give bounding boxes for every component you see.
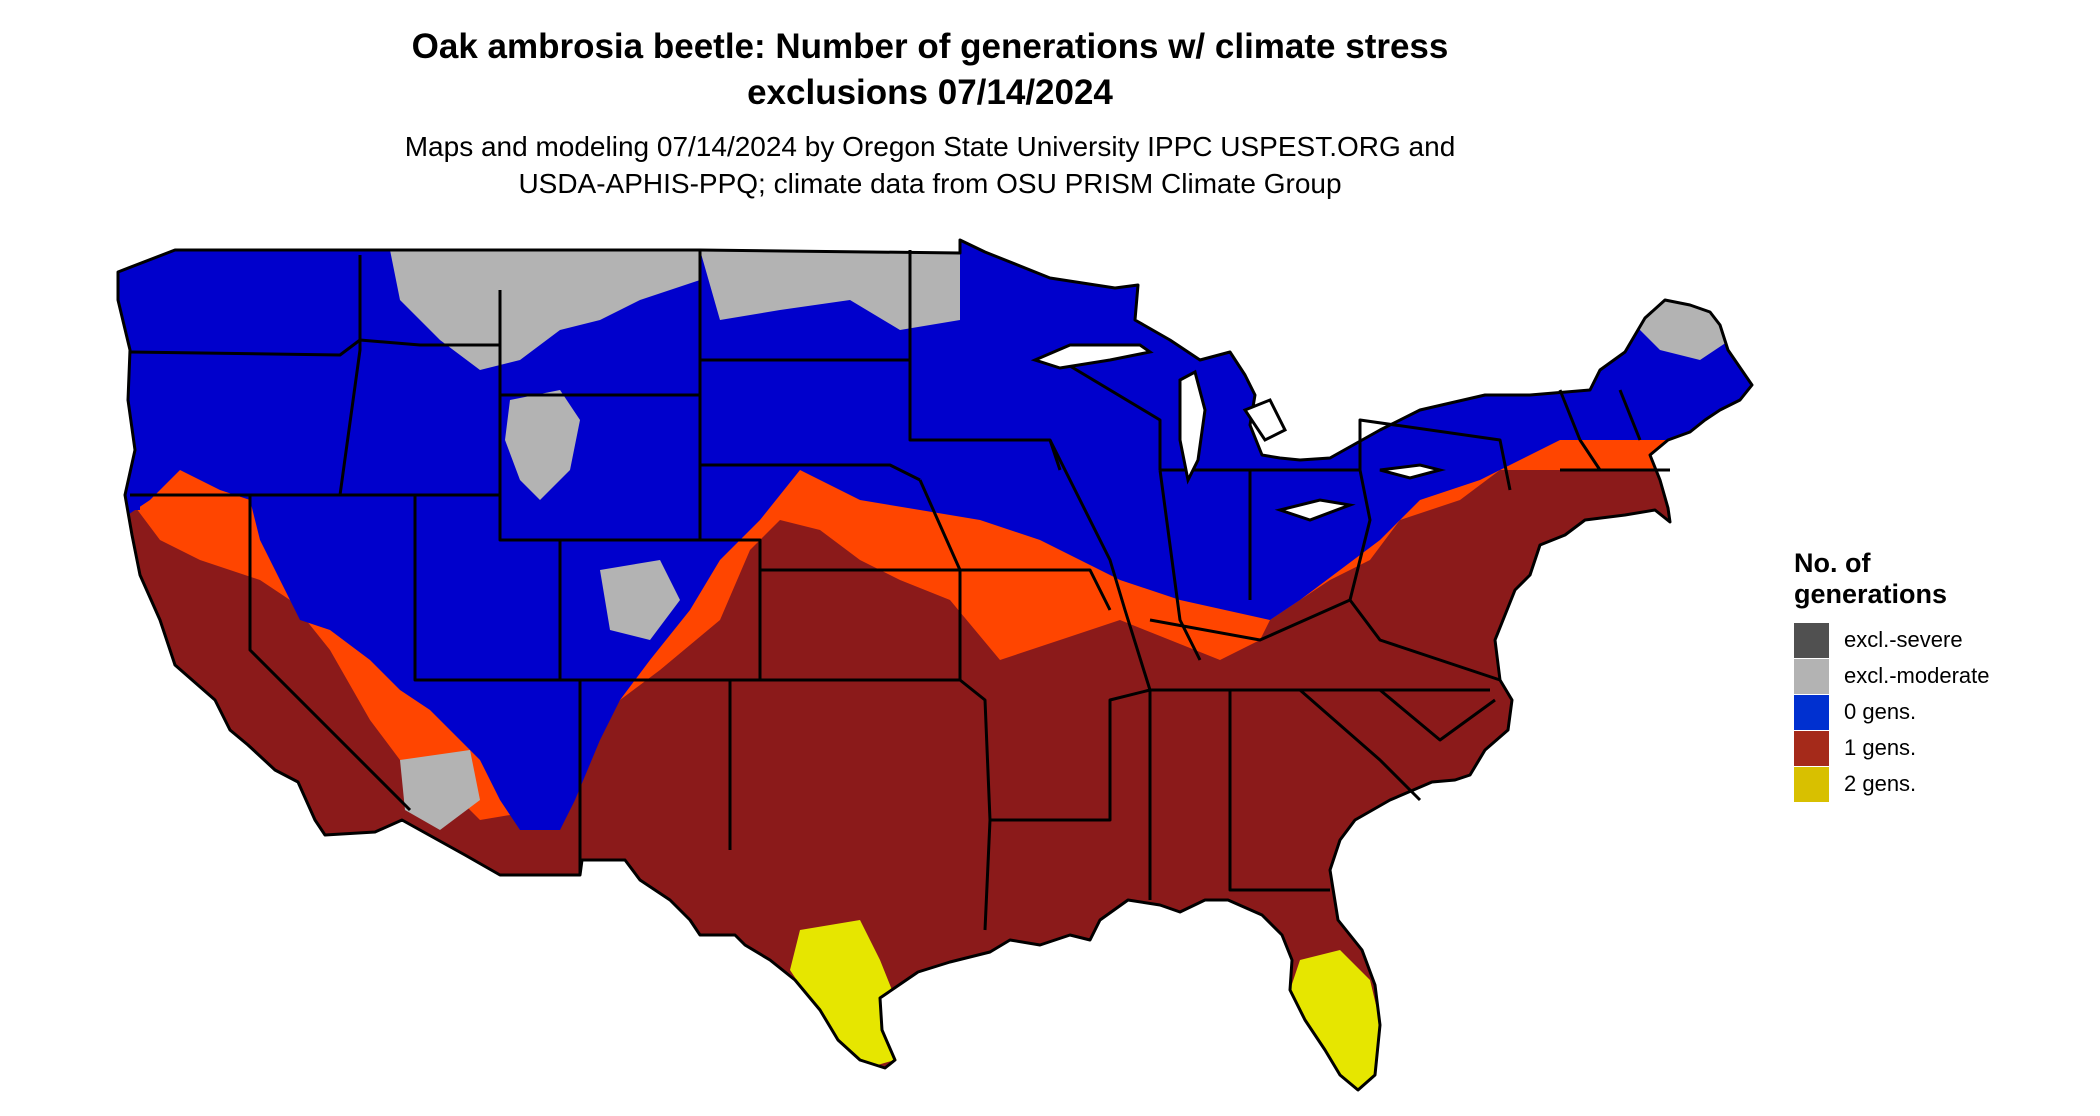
border-wy-ut xyxy=(498,395,562,680)
border-mn-ia xyxy=(908,360,1062,471)
map-legend: No. of generations excl.-severe excl.-mo… xyxy=(1794,548,1990,802)
legend-label: 1 gens. xyxy=(1844,735,1917,760)
legend-title: No. of generations xyxy=(1794,548,1990,610)
legend-title-line2: generations xyxy=(1794,579,1948,609)
excluded-moderate-dakotas xyxy=(700,250,960,330)
excluded-moderate-colorado xyxy=(600,560,680,640)
legend-swatch xyxy=(1794,766,1829,802)
map-title: Oak ambrosia beetle: Number of generatio… xyxy=(0,24,1860,116)
zero-gens-west-coast xyxy=(118,240,140,510)
legend-title-line1: No. of xyxy=(1794,548,1871,578)
lake-ontario xyxy=(1379,463,1446,480)
excluded-moderate-montana xyxy=(390,250,700,370)
border-pa-ny xyxy=(1358,418,1512,491)
map-title-line2: exclusions 07/14/2024 xyxy=(747,73,1113,112)
excluded-moderate-wyoming xyxy=(505,390,580,500)
lake-erie xyxy=(1274,498,1356,522)
excluded-moderate-maine xyxy=(1640,300,1730,360)
excluded-moderate-arizona xyxy=(400,750,480,830)
border-ga-sc xyxy=(1299,688,1422,802)
map-subtitle-line1: Maps and modeling 07/14/2024 by Oregon S… xyxy=(404,131,1456,162)
legend-swatch xyxy=(1794,658,1829,694)
legend-label: 0 gens. xyxy=(1844,699,1917,724)
two-gens-south-texas xyxy=(790,920,900,1070)
legend-swatch xyxy=(1794,730,1829,766)
border-vt-nh xyxy=(1558,389,1602,471)
state-borders xyxy=(116,238,1754,1092)
two-gens-south-florida xyxy=(1290,950,1382,1090)
border-al-ga-fl xyxy=(1228,690,1330,892)
legend-item-excl-severe: excl.-severe xyxy=(1794,622,1990,658)
legend-swatch xyxy=(1794,622,1829,658)
map-subtitle-line2: USDA-APHIS-PPQ; climate data from OSU PR… xyxy=(518,168,1342,199)
border-oh-pa xyxy=(1250,468,1372,601)
legend-label: 2 gens. xyxy=(1844,771,1917,796)
great-lakes xyxy=(1030,343,1446,522)
legend-swatch xyxy=(1794,694,1829,730)
lake-superior xyxy=(1030,343,1154,370)
legend-item-excl-moderate: excl.-moderate xyxy=(1794,658,1990,694)
map-subtitle: Maps and modeling 07/14/2024 by Oregon S… xyxy=(0,128,1860,202)
border-nc-sc xyxy=(1379,688,1496,742)
border-ky-va xyxy=(1149,598,1501,682)
border-co xyxy=(560,538,762,682)
legend-item-0-gens: 0 gens. xyxy=(1794,694,1990,730)
border-wi-il xyxy=(1059,358,1162,470)
border-wa-or-id xyxy=(129,290,502,357)
border-nh-me xyxy=(1618,389,1642,441)
border-ok-tx-ar-la xyxy=(760,678,992,931)
legend-item-1-gens: 1 gens. xyxy=(1794,730,1990,766)
border-ar-ms xyxy=(990,688,1151,822)
legend-label: excl.-moderate xyxy=(1844,663,1990,688)
legend-item-2-gens: 2 gens. xyxy=(1794,766,1990,802)
legend-label: excl.-severe xyxy=(1844,627,1963,652)
border-sd-ne xyxy=(700,463,921,482)
map-title-line1: Oak ambrosia beetle: Number of generatio… xyxy=(411,27,1449,66)
border-id-west xyxy=(338,255,362,496)
border-ca-nv xyxy=(248,495,412,812)
border-ne-mo xyxy=(918,479,1112,611)
border-mississippi-river xyxy=(1048,439,1152,691)
border-il-in xyxy=(1158,469,1202,661)
lake-michigan xyxy=(1178,369,1207,485)
map-fill-layers xyxy=(118,240,1752,1090)
border-nv-ut-az xyxy=(413,495,580,682)
lake-huron xyxy=(1242,398,1288,442)
